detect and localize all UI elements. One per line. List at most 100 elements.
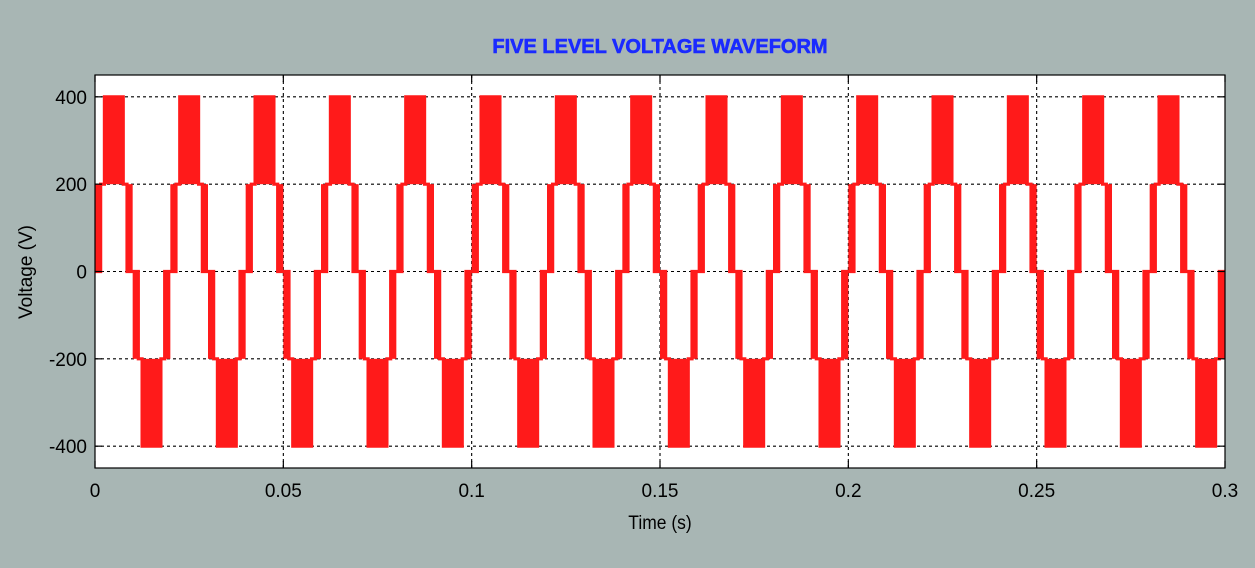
pwm-band [132, 271, 139, 359]
pwm-band [782, 96, 802, 185]
pwm-band [434, 271, 440, 359]
pwm-band [466, 271, 472, 359]
pwm-band [895, 358, 915, 447]
pwm-band [729, 184, 736, 272]
pwm-band [1046, 358, 1065, 447]
pwm-band [255, 96, 274, 185]
pwm-band [933, 96, 952, 185]
pwm-band [955, 184, 962, 272]
y-tick-label: 0 [76, 263, 87, 284]
pwm-band [1083, 96, 1103, 185]
y-tick-label: 200 [55, 175, 87, 196]
pwm-band [95, 184, 101, 272]
pwm-band [999, 184, 1005, 272]
pwm-band [509, 271, 515, 359]
pwm-band [481, 96, 500, 185]
pwm-band [1074, 184, 1080, 272]
pwm-band [660, 271, 666, 359]
pwm-band [669, 358, 689, 447]
pwm-band [961, 271, 967, 359]
y-tick-labels: 400 200 0 -200 -400 [49, 88, 87, 458]
pwm-band [880, 184, 886, 272]
waveform-line [95, 95, 1225, 448]
pwm-band [179, 96, 199, 185]
y-tick-label: -400 [49, 437, 87, 458]
pwm-band [923, 184, 930, 272]
pwm-band [579, 184, 585, 272]
pwm-band [584, 271, 591, 359]
pwm-band [283, 271, 289, 359]
pwm-band [321, 184, 327, 272]
y-axis-label: Voltage (V) [16, 225, 37, 319]
pwm-band [773, 184, 779, 272]
chart-title: FIVE LEVEL VOLTAGE WAVEFORM [492, 36, 827, 58]
pwm-band [1196, 358, 1216, 447]
pwm-band [245, 184, 252, 272]
pwm-band [692, 271, 698, 359]
axis-ticks [94, 75, 1226, 468]
pwm-band [170, 184, 176, 272]
pwm-band [443, 358, 463, 447]
pwm-band [405, 96, 425, 185]
pwm-band [631, 96, 651, 185]
y-tick-label: 400 [55, 88, 87, 109]
pwm-band [358, 271, 365, 359]
pwm-band [202, 184, 208, 272]
x-tick-label: 0.2 [835, 481, 861, 502]
pwm-band [1106, 184, 1112, 272]
x-tick-label: 0.05 [265, 481, 302, 502]
pwm-band [142, 358, 161, 447]
pwm-band [315, 271, 321, 359]
pwm-band [217, 358, 237, 447]
pwm-band [697, 184, 704, 272]
pwm-band [805, 184, 811, 272]
pwm-band [735, 271, 741, 359]
pwm-band [541, 271, 547, 359]
x-tick-label: 0.3 [1212, 481, 1238, 502]
pwm-band [428, 184, 434, 272]
pwm-band [744, 358, 764, 447]
pwm-band [1068, 271, 1075, 359]
pwm-band [518, 358, 538, 447]
y-tick-label: -200 [49, 350, 87, 371]
x-tick-label: 0.15 [642, 481, 679, 502]
x-tick-label: 0.1 [458, 481, 484, 502]
pwm-band [1159, 96, 1178, 185]
pwm-band [1181, 184, 1188, 272]
pwm-band [857, 96, 877, 185]
x-axis-label: Time (s) [628, 511, 691, 533]
pwm-band [810, 271, 817, 359]
x-tick-labels: 0 0.05 0.1 0.15 0.2 0.25 0.3 [90, 481, 1239, 502]
pwm-band [471, 184, 478, 272]
pwm-band [707, 96, 726, 185]
pwm-band [1144, 271, 1150, 359]
pwm-band [1036, 271, 1043, 359]
pwm-band [622, 184, 628, 272]
pwm-band [918, 271, 924, 359]
pwm-band [1008, 96, 1028, 185]
pwm-band [330, 96, 350, 185]
pwm-band [396, 184, 402, 272]
pwm-band [368, 358, 387, 447]
pwm-band [240, 271, 246, 359]
pwm-band [886, 271, 892, 359]
pwm-band [842, 271, 849, 359]
pwm-band [767, 271, 773, 359]
pwm-band [277, 184, 284, 272]
pwm-band [1031, 184, 1037, 272]
x-tick-label: 0.25 [1018, 481, 1055, 502]
pwm-band [390, 271, 397, 359]
pwm-band [1219, 271, 1225, 359]
pwm-band [164, 271, 171, 359]
pwm-band [970, 358, 990, 447]
pwm-band [127, 184, 133, 272]
pwm-band [503, 184, 510, 272]
pwm-band [848, 184, 854, 272]
waveform-series [95, 95, 1225, 448]
pwm-band [104, 96, 124, 185]
pwm-band [654, 184, 660, 272]
pwm-band [1187, 271, 1193, 359]
pwm-band [1149, 184, 1156, 272]
pwm-band [292, 358, 312, 447]
